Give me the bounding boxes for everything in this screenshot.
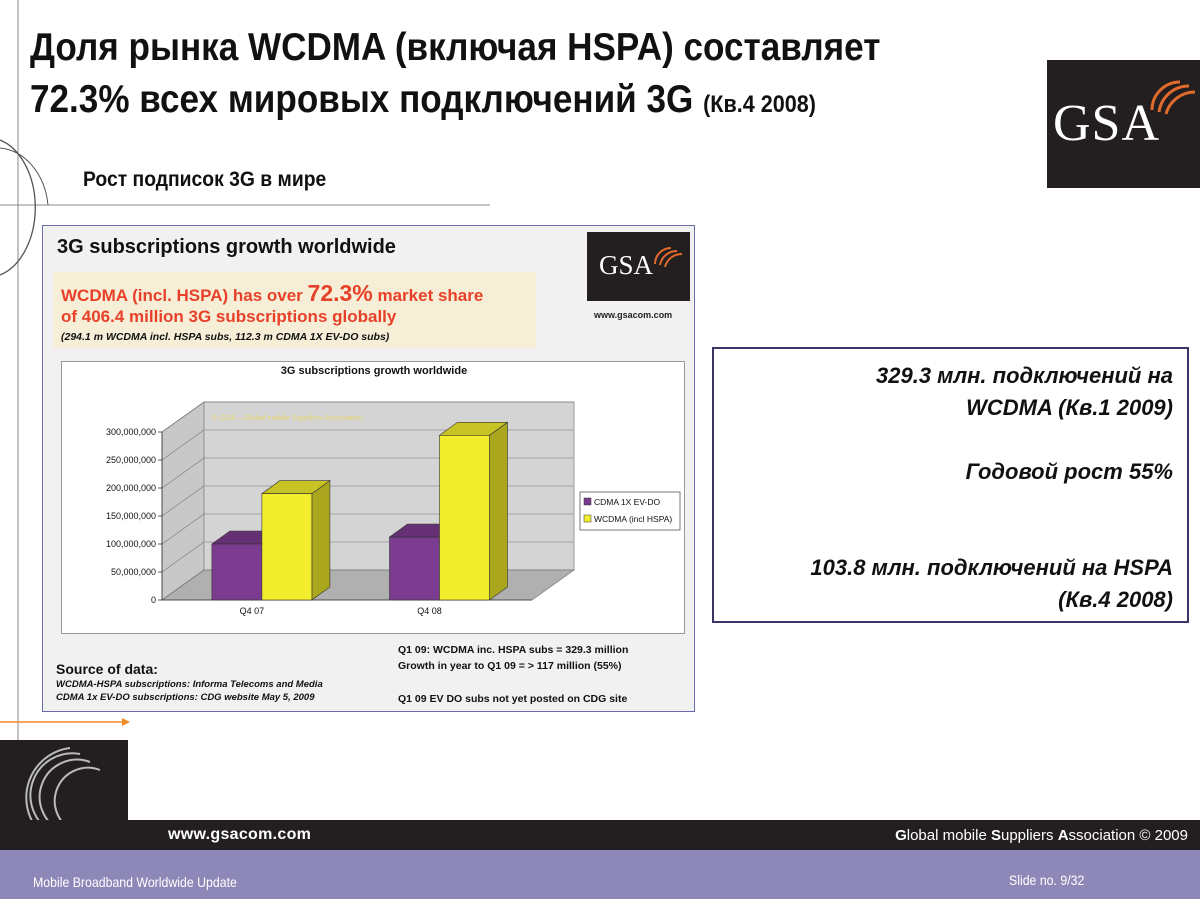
footer-association: Global mobile Suppliers Association © 20… [895,827,1188,844]
highlight-part2: market share [372,286,484,305]
gsa-logo-text: GSA [1053,95,1161,152]
info-line3: Годовой рост 55% [965,459,1173,484]
gridline-side [161,401,205,433]
panel-gsa-logo: GSA [587,232,690,301]
slide-subtitle: Рост подписок 3G в мире [83,168,327,191]
panel-logo-url: www.gsacom.com [594,310,673,320]
bar-wcdma-incl-hspa--1 [439,435,490,601]
note-line1: Q1 09: WCDMA inc. HSPA subs = 329.3 mill… [398,644,629,656]
bar-side [311,480,331,601]
chart-watermark: © GSA – Global mobile Suppliers Associat… [212,413,363,422]
chart-panel: 3G subscriptions growth worldwide WCDMA … [42,225,695,712]
panel-logo-text: GSA [599,250,654,280]
chart-title: 3G subscriptions growth worldwide [281,365,467,377]
info-line4: 103.8 млн. подключений на HSPA [810,555,1173,580]
legend-swatch [583,497,592,506]
y-tick-label: 200,000,000 [106,483,156,493]
bar-cdma-1x-ev-do-1 [389,536,440,601]
footer-bar [0,820,1200,850]
assoc-lobal: lobal mobile [906,827,991,844]
assoc-G: G [895,827,907,844]
y-tick-label: 250,000,000 [106,455,156,465]
slide-title-suffix: (Кв.4 2008) [703,91,816,118]
note-line3: Q1 09 EV DO subs not yet posted on CDG s… [398,693,628,705]
gridline-side [161,541,205,573]
gridline-side [161,513,205,545]
legend-box [579,491,681,531]
y-tick-label: 150,000,000 [106,511,156,521]
gridline-side [161,569,205,601]
assoc-A: A [1057,827,1069,844]
slide-title-line1: Доля рынка WCDMA (включая HSPA) составля… [30,26,881,69]
bar-cdma-1x-ev-do-0 [211,543,263,601]
bar-wcdma-incl-hspa--0 [261,493,313,601]
slide-title-line2: 72.3% всех мировых подключений 3G (Кв.4 … [30,74,930,131]
corner-arcs-icon [0,740,128,833]
source-heading: Source of data: [56,661,158,677]
legend-label: CDMA 1X EV-DO [594,497,661,507]
y-tick-label: 0 [151,595,156,605]
assoc-S: S [990,827,1001,844]
y-tick-label: 100,000,000 [106,539,156,549]
footer-slide-number: Slide no. 9/32 [1009,872,1085,888]
bar-side [489,421,508,601]
gsa-logo: GSA [1047,60,1200,188]
legend-label: WCDMA (incl HSPA) [594,514,672,524]
info-line5: (Кв.4 2008) [1058,587,1173,612]
info-line2: WCDMA (Кв.1 2009) [966,395,1173,420]
assoc-rest: ssociation © 2009 [1068,827,1188,844]
info-box: 329.3 млн. подключений на WCDMA (Кв.1 20… [712,347,1189,623]
highlight-line1: WCDMA (incl. HSPA) has over 72.3% market… [61,280,483,307]
panel-gsa-arcs-icon [654,247,683,268]
highlight-line3: (294.1 m WCDMA incl. HSPA subs, 112.3 m … [61,331,390,343]
footer-purple-bar [0,850,1200,899]
bar-chart: 3G subscriptions growth worldwide 0 50,000… [106,365,681,616]
note-line2: Growth in year to Q1 09 = > 117 million … [398,660,622,672]
highlight-big: 72.3% [307,280,373,306]
panel-title: 3G subscriptions growth worldwide [57,236,396,258]
source-line2: CDMA 1x EV-DO subscriptions: CDG website… [56,692,315,703]
legend-swatch [583,514,592,523]
slide-title: Доля рынка WCDMA (включая HSPA) составля… [30,22,930,131]
gridline-side [161,485,205,517]
gridline-side [161,457,205,489]
source-line1: WCDMA-HSPA subscriptions: Informa Teleco… [56,679,323,690]
chart-area: 3G subscriptions growth worldwide 0 50,000… [61,361,685,634]
highlight-line2: of 406.4 million 3G subscriptions global… [61,307,397,326]
highlight-part1: WCDMA (incl. HSPA) has over [61,286,308,305]
x-tick-label: Q4 08 [417,606,442,616]
y-tick-label: 300,000,000 [106,427,156,437]
info-line1: 329.3 млн. подключений на [876,363,1173,388]
footer-url[interactable]: www.gsacom.com [168,826,312,843]
assoc-uppliers: uppliers [1000,827,1058,844]
market-share-highlight: WCDMA (incl. HSPA) has over 72.3% market… [53,272,536,348]
slide-title-line2-text: 72.3% всех мировых подключений 3G [30,78,694,121]
gsa-arcs-icon [1150,80,1196,115]
y-tick-label: 50,000,000 [111,567,156,577]
gridline-side [161,429,205,461]
x-tick-label: Q4 07 [240,606,265,616]
footer-presentation-title: Mobile Broadband Worldwide Update [33,874,237,890]
